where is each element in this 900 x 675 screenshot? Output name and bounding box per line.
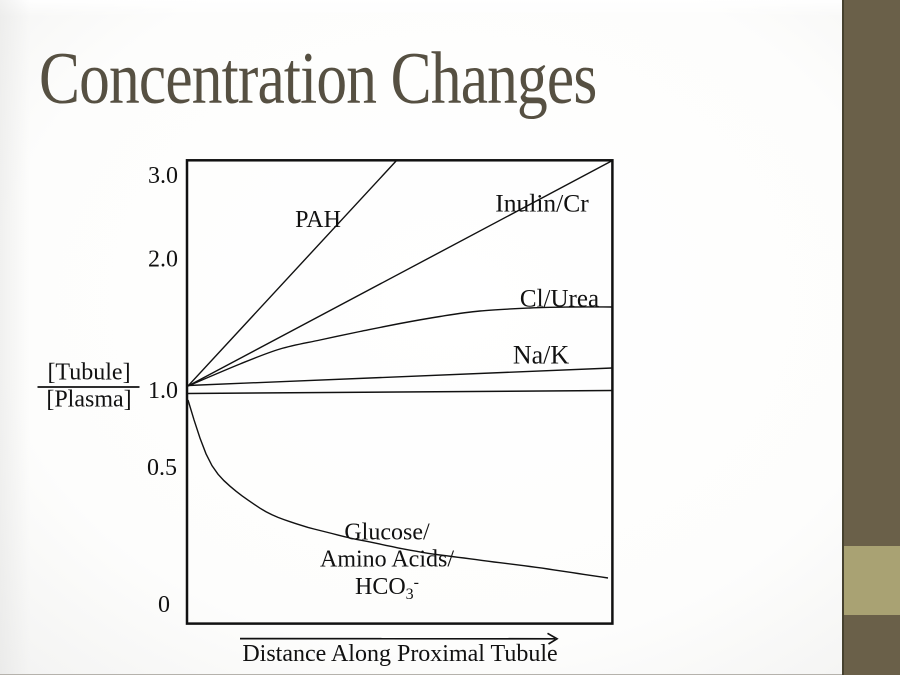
svg-text:[Tubule]: [Tubule] <box>47 360 130 386</box>
svg-text:Na/K: Na/K <box>513 341 570 370</box>
svg-text:Glucose/: Glucose/ <box>344 520 430 546</box>
svg-text:Inulin/Cr: Inulin/Cr <box>495 189 589 218</box>
svg-text:0: 0 <box>158 592 170 618</box>
svg-text:Amino Acids/: Amino Acids/ <box>320 547 454 573</box>
svg-text:Cl/Urea: Cl/Urea <box>520 286 599 313</box>
svg-text:0.5: 0.5 <box>147 455 177 481</box>
svg-text:1.0: 1.0 <box>148 378 178 404</box>
svg-text:Distance Along Proximal Tubule: Distance Along Proximal Tubule <box>242 641 557 667</box>
svg-text:HCO3-: HCO3- <box>355 574 419 603</box>
svg-text:2.0: 2.0 <box>148 247 178 273</box>
svg-text:3.0: 3.0 <box>148 163 178 189</box>
svg-text:PAH: PAH <box>295 207 341 233</box>
svg-text:[Plasma]: [Plasma] <box>46 387 131 413</box>
